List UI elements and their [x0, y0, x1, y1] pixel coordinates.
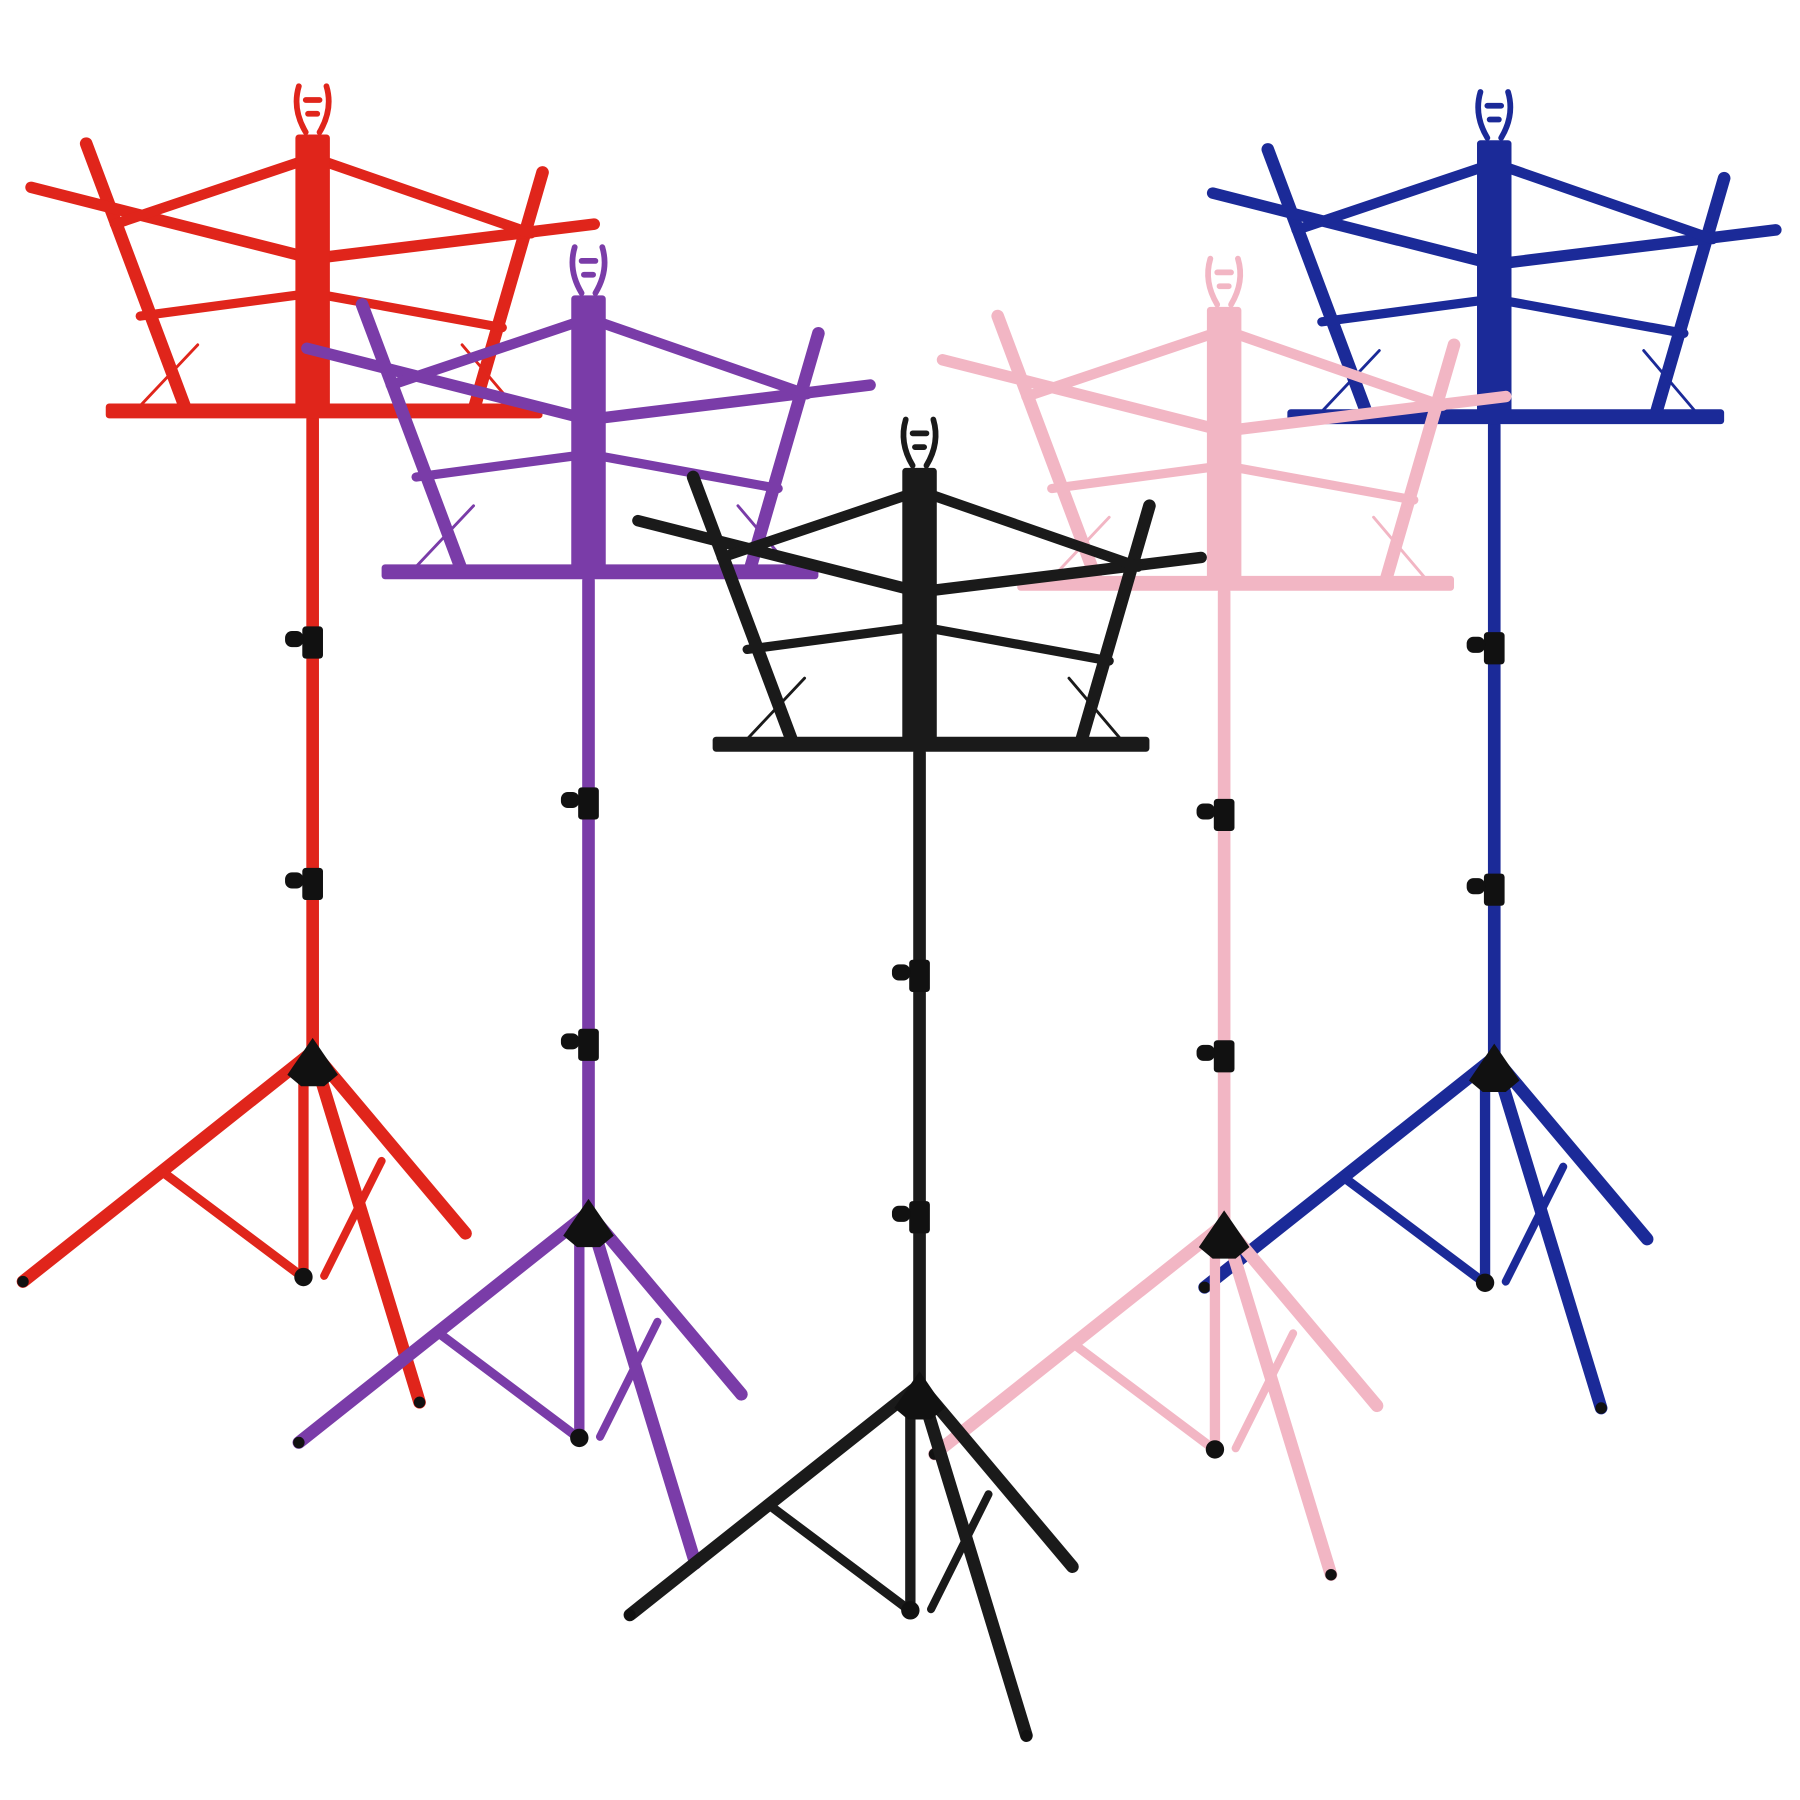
- pink-stand: [929, 259, 1506, 1581]
- black-stand: [624, 420, 1201, 1742]
- blue-stand: [1199, 92, 1776, 1414]
- red-stand: [17, 86, 594, 1408]
- purple-stand: [293, 247, 870, 1569]
